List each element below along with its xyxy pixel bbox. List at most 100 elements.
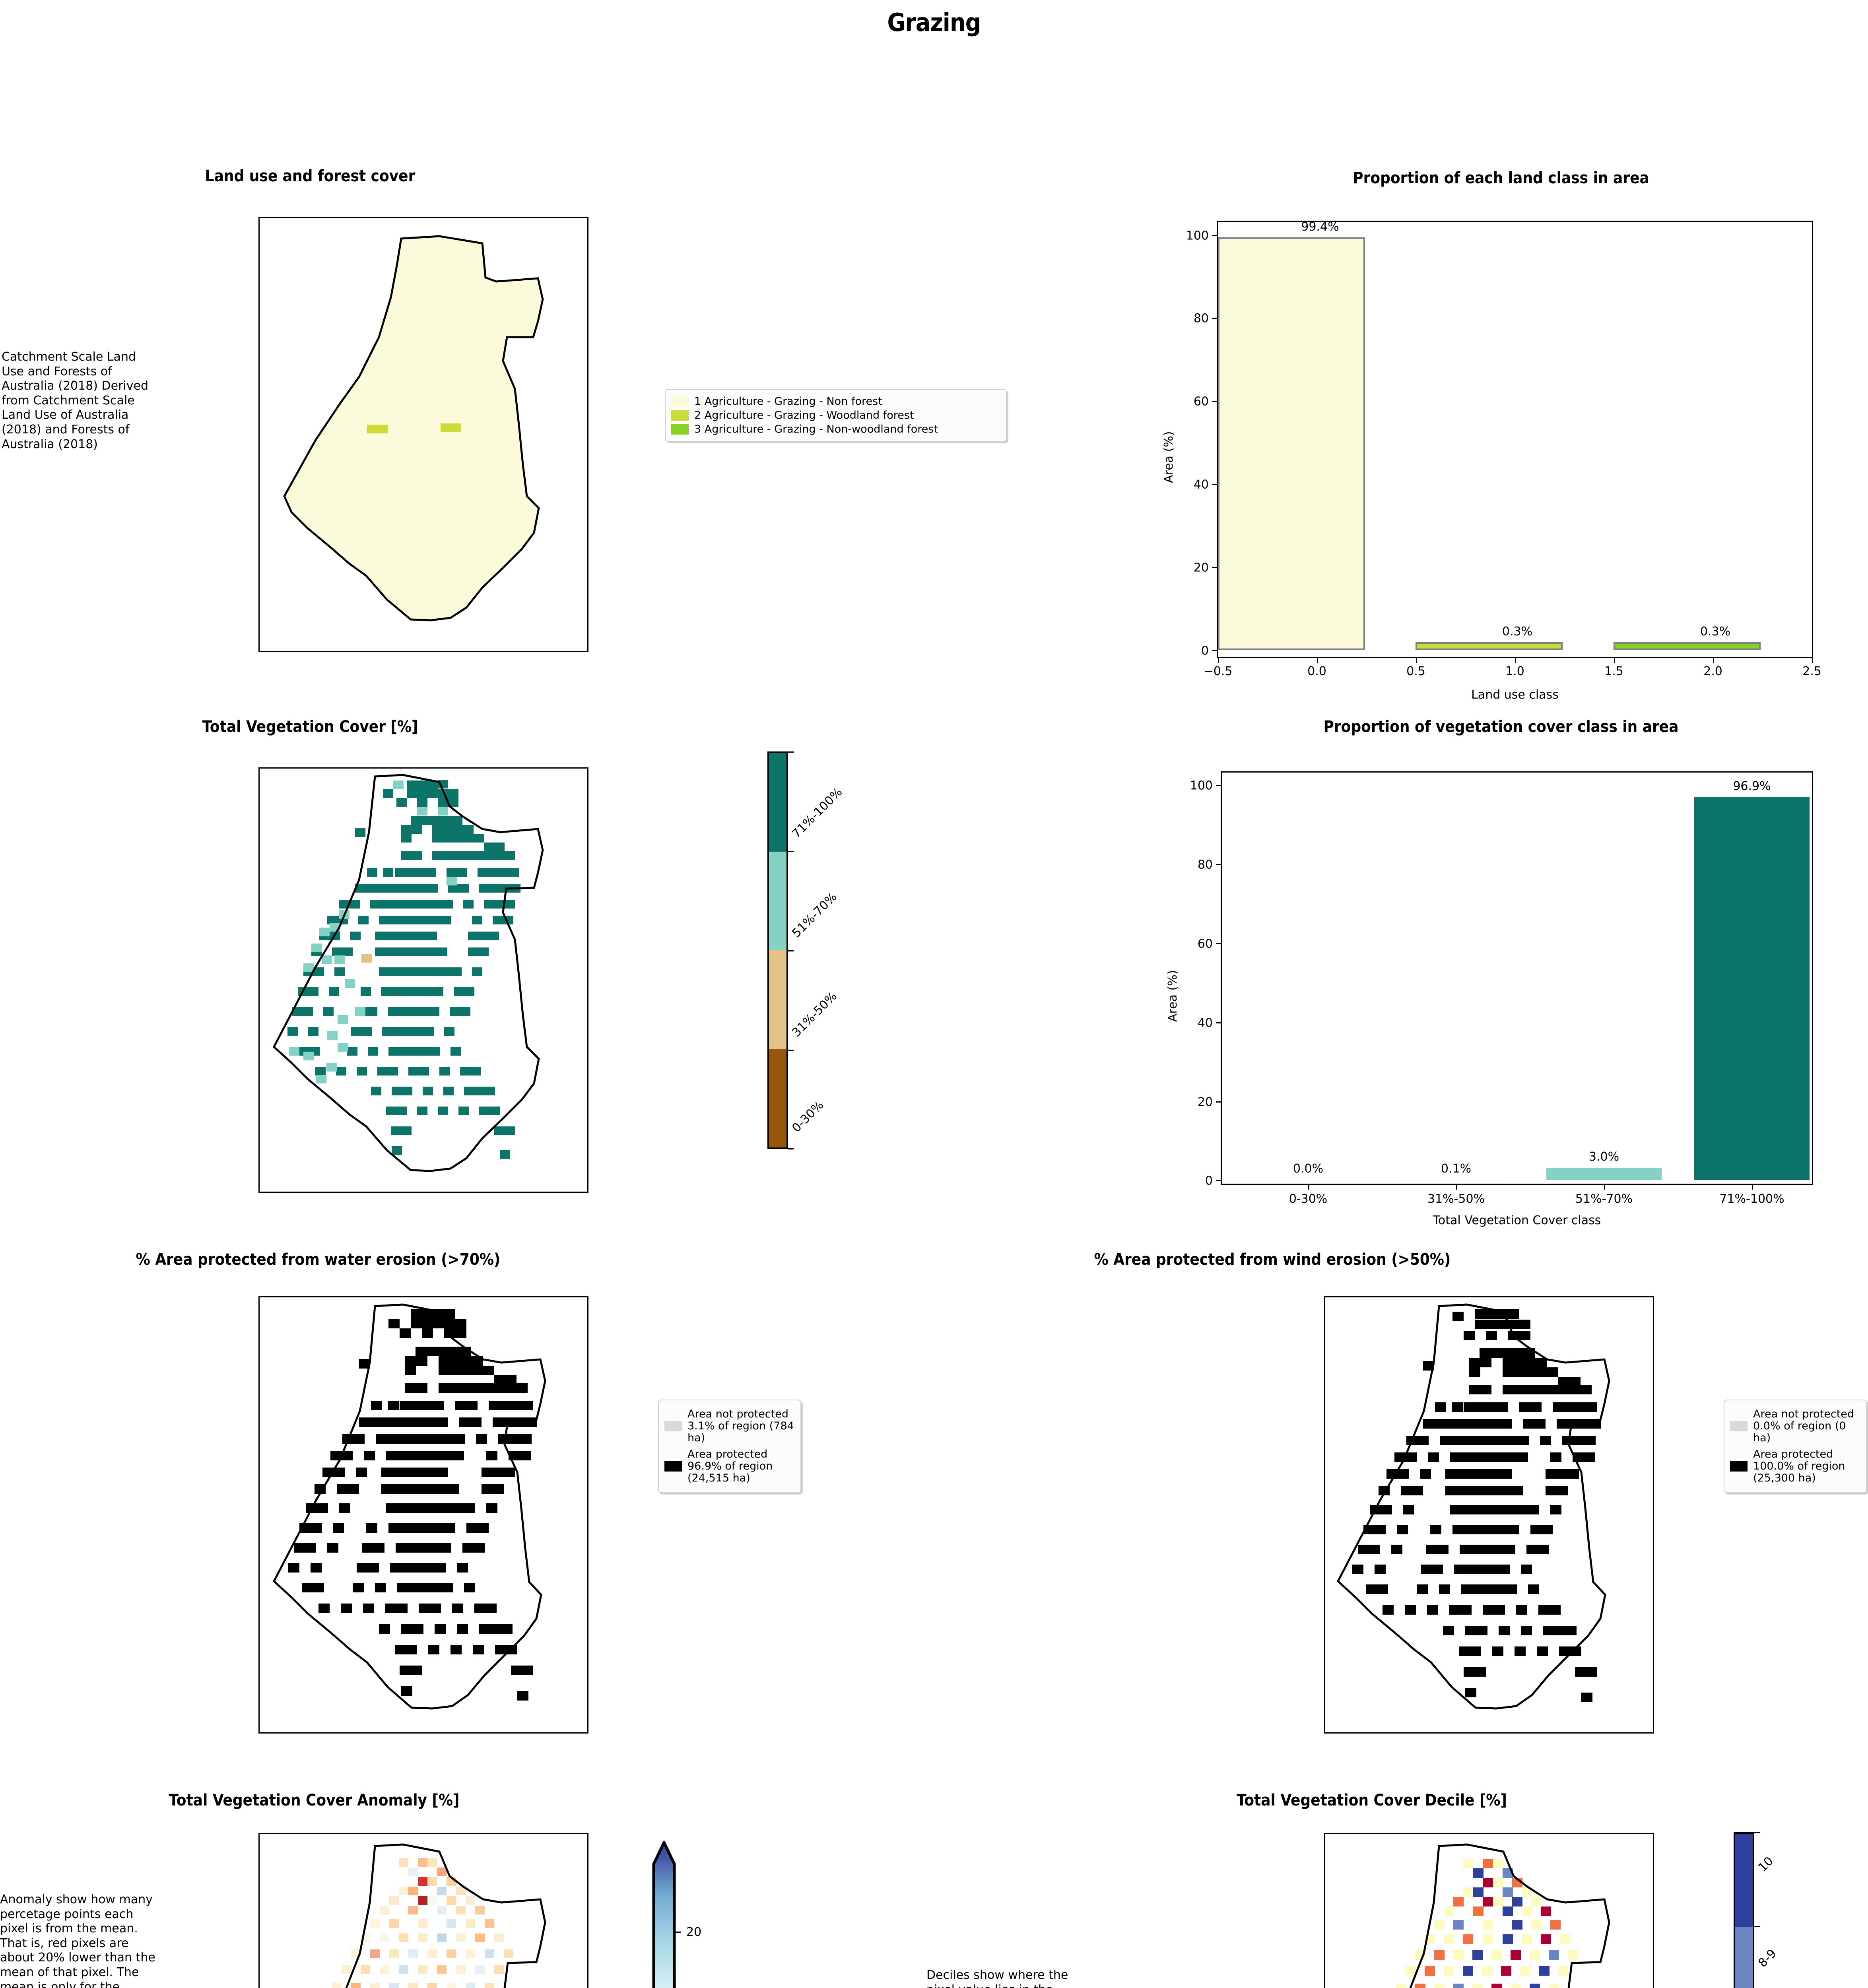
xtick-label: 1.5 <box>1604 664 1623 678</box>
veg-class-bar-title: Proportion of vegetation cover class in … <box>1323 718 1679 736</box>
swatch-protected-icon <box>664 1461 682 1472</box>
ytick-label: 80 <box>1193 311 1209 326</box>
veg-cover-colorbar <box>767 751 788 1149</box>
ytick-label: 80 <box>1197 858 1213 872</box>
cbar-segment-31-50 <box>769 950 786 1049</box>
xtick-label: 2.5 <box>1802 664 1821 678</box>
water-erosion-map[interactable] <box>258 1296 588 1734</box>
legend-label: 1 Agriculture - Grazing - Non forest <box>694 395 882 408</box>
veg-cover-map-raster <box>260 769 587 1192</box>
ytick-label: 20 <box>1193 561 1209 575</box>
bar-value-label: 0.0% <box>1293 1162 1324 1176</box>
legend-label: Area not protected 3.1% of region (784 h… <box>687 1408 794 1444</box>
legend-label: Area protected 96.9% of region (24,515 h… <box>687 1448 773 1485</box>
anomaly-map-raster <box>260 1834 587 1988</box>
swatch-nonwoodland-icon <box>671 424 689 435</box>
swatch-not-protected-icon <box>1730 1421 1748 1432</box>
bar-value-label: 0.3% <box>1502 625 1533 639</box>
legend-item: 2 Agriculture - Grazing - Woodland fores… <box>671 409 1000 421</box>
land-use-map-title: Land use and forest cover <box>205 167 416 185</box>
swatch-protected-icon <box>1730 1461 1748 1472</box>
legend-label: 2 Agriculture - Grazing - Woodland fores… <box>694 409 914 421</box>
legend-item: 1 Agriculture - Grazing - Non forest <box>671 395 1000 408</box>
ytick-label: 0 <box>1201 644 1209 658</box>
anomaly-colorbar-ticks <box>675 1841 683 1988</box>
water-erosion-map-raster <box>260 1297 587 1732</box>
ytick-label: 40 <box>1193 478 1209 492</box>
wind-erosion-map-title: % Area protected from wind erosion (>50%… <box>1094 1250 1451 1269</box>
decile-colorbar <box>1734 1832 1754 1988</box>
bar-landclass-1[interactable] <box>1416 642 1563 650</box>
ytick-label: 100 <box>1190 779 1213 793</box>
anomaly-colorbar <box>652 1839 676 1988</box>
swatch-nonforest-icon <box>671 396 689 407</box>
bar-value-label: 0.3% <box>1700 625 1731 639</box>
xtick-label: 51%-70% <box>1575 1192 1633 1206</box>
water-erosion-legend: Area not protected 3.1% of region (784 h… <box>658 1400 801 1493</box>
cbar-segment-51-70 <box>769 852 786 950</box>
bar-vegclass-71-100[interactable] <box>1694 797 1810 1180</box>
veg-cover-map[interactable] <box>258 767 588 1193</box>
cbar-segment-10 <box>1735 1834 1753 1927</box>
anomaly-map-title: Total Vegetation Cover Anomaly [%] <box>169 1791 460 1809</box>
cbar-segment-71-100 <box>769 753 786 852</box>
bar-value-label: 96.9% <box>1733 779 1771 793</box>
wind-erosion-map-raster <box>1325 1297 1653 1732</box>
ytick-label: 60 <box>1197 937 1213 951</box>
y-axis-label: Area (%) <box>1162 431 1176 483</box>
anomaly-side-note: Anomaly show how many percetage points e… <box>0 1893 155 1988</box>
land-class-bar-title: Proportion of each land class in area <box>1353 169 1649 187</box>
land-use-map-raster <box>260 218 587 651</box>
legend-item: Area protected 100.0% of region (25,300 … <box>1730 1448 1860 1485</box>
cbar-segment-8-9 <box>1735 1927 1753 1988</box>
legend-label: Area not protected 0.0% of region (0 ha) <box>1753 1408 1854 1444</box>
bar-value-label: 0.1% <box>1441 1162 1472 1176</box>
ytick-label: 100 <box>1186 229 1209 243</box>
wind-erosion-legend: Area not protected 0.0% of region (0 ha)… <box>1724 1400 1867 1493</box>
x-axis-label: Total Vegetation Cover class <box>1433 1213 1601 1227</box>
legend-item: Area protected 96.9% of region (24,515 h… <box>664 1448 795 1485</box>
land-use-map[interactable] <box>258 217 588 652</box>
cbar-label-51-70: 51%-70% <box>789 890 840 940</box>
y-axis-label: Area (%) <box>1166 970 1180 1022</box>
decile-map-raster <box>1325 1834 1653 1988</box>
swatch-not-protected-icon <box>664 1421 682 1432</box>
decile-map[interactable] <box>1324 1833 1654 1988</box>
decile-side-note: Deciles show where the pixel value lies … <box>926 1968 1068 1988</box>
cbar-tick-label: 20 <box>686 1925 702 1939</box>
xtick-label: 2.0 <box>1703 664 1722 678</box>
bar-value-label: 3.0% <box>1588 1150 1619 1164</box>
wind-erosion-map[interactable] <box>1324 1296 1654 1734</box>
land-class-bar-chart[interactable]: 100 80 60 40 20 0 99.4% 0.3% 0.3% −0.5 0… <box>1153 217 1849 702</box>
cbar-label-31-50: 31%-50% <box>789 989 840 1040</box>
xtick-label: 71%-100% <box>1719 1192 1785 1206</box>
x-axis-label: Land use class <box>1471 688 1559 702</box>
xtick-label: −0.5 <box>1203 664 1233 678</box>
anomaly-map[interactable] <box>258 1833 588 1988</box>
cbar-label-71-100: 71%-100% <box>789 785 845 841</box>
veg-cover-colorbar-ticks <box>788 751 796 1149</box>
land-use-legend: 1 Agriculture - Grazing - Non forest 2 A… <box>665 389 1007 442</box>
bar-value-label: 99.4% <box>1301 220 1339 234</box>
decile-colorbar-ticks <box>1754 1832 1762 1988</box>
bar-landclass-2[interactable] <box>1614 642 1761 650</box>
xtick-label: 31%-50% <box>1427 1192 1485 1206</box>
page-title: Grazing <box>887 8 981 37</box>
legend-item: Area not protected 3.1% of region (784 h… <box>664 1408 795 1444</box>
cbar-segment-0-30 <box>769 1049 786 1147</box>
ytick-label: 0 <box>1205 1174 1213 1188</box>
veg-cover-map-title: Total Vegetation Cover [%] <box>202 718 418 736</box>
ytick-label: 60 <box>1193 394 1209 409</box>
xtick-label: 0.5 <box>1406 664 1425 678</box>
xtick-label: 0.0 <box>1307 664 1326 678</box>
veg-class-bar-chart[interactable]: 100 80 60 40 20 0 0.0% 0.1% 3.0% 96.9% 0… <box>1153 767 1849 1227</box>
ytick-label: 40 <box>1197 1016 1213 1030</box>
land-use-side-note: Catchment Scale Land Use and Forests of … <box>2 350 149 451</box>
bar-vegclass-51-70[interactable] <box>1546 1168 1662 1180</box>
ytick-label: 20 <box>1197 1095 1213 1109</box>
xtick-label: 1.0 <box>1505 664 1524 678</box>
legend-label: Area protected 100.0% of region (25,300 … <box>1753 1448 1845 1485</box>
bar-landclass-0[interactable] <box>1218 237 1365 650</box>
legend-item: Area not protected 0.0% of region (0 ha) <box>1730 1408 1860 1444</box>
legend-item: 3 Agriculture - Grazing - Non-woodland f… <box>671 423 1000 435</box>
